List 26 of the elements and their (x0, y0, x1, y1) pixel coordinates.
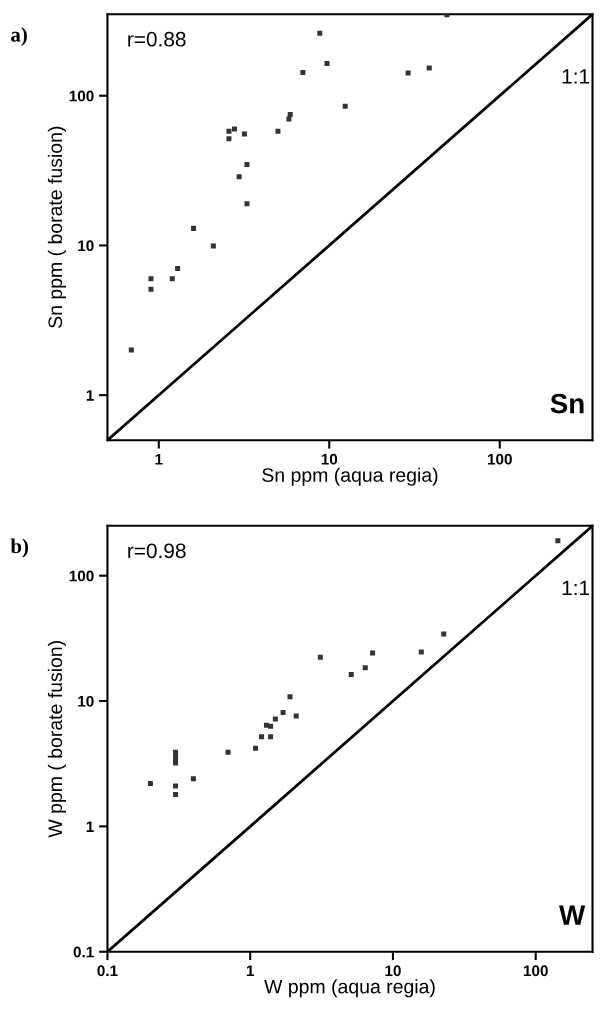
annotation: r=0.98 (128, 543, 186, 559)
x-tick-label: 100 (487, 453, 512, 465)
y-axis-title: Sn ppm ( borate fusion) (47, 126, 66, 328)
annotation: 1:1 (562, 580, 590, 596)
x-axis-title: W ppm (aqua regia) (264, 979, 435, 998)
annotation: Sn (550, 393, 584, 414)
y-tick-label: 1 (86, 390, 94, 401)
y-tick-label: 100 (69, 570, 94, 582)
y-tick-label: 10 (78, 240, 94, 252)
x-tick-label: 100 (523, 965, 548, 977)
x-tick-label: 10 (385, 965, 401, 977)
annotation: 1:1 (562, 69, 590, 84)
y-axis-title: W ppm ( borate fusion) (47, 641, 66, 838)
x-tick-label: 10 (321, 453, 338, 465)
x-tick-label: 1 (246, 965, 255, 977)
x-tick-label: 0.1 (97, 965, 118, 977)
annotation: W (559, 905, 586, 925)
annotation: r=0.88 (128, 31, 186, 47)
y-tick-label: 1 (86, 821, 94, 832)
x-tick-label: 1 (155, 453, 163, 465)
x-axis-title: Sn ppm (aqua regia) (262, 467, 438, 486)
text: b) (10, 538, 29, 558)
text: a) (11, 27, 27, 46)
y-tick-label: 100 (69, 90, 94, 102)
y-tick-label: 10 (78, 695, 94, 707)
y-tick-label: 0.1 (73, 946, 94, 958)
